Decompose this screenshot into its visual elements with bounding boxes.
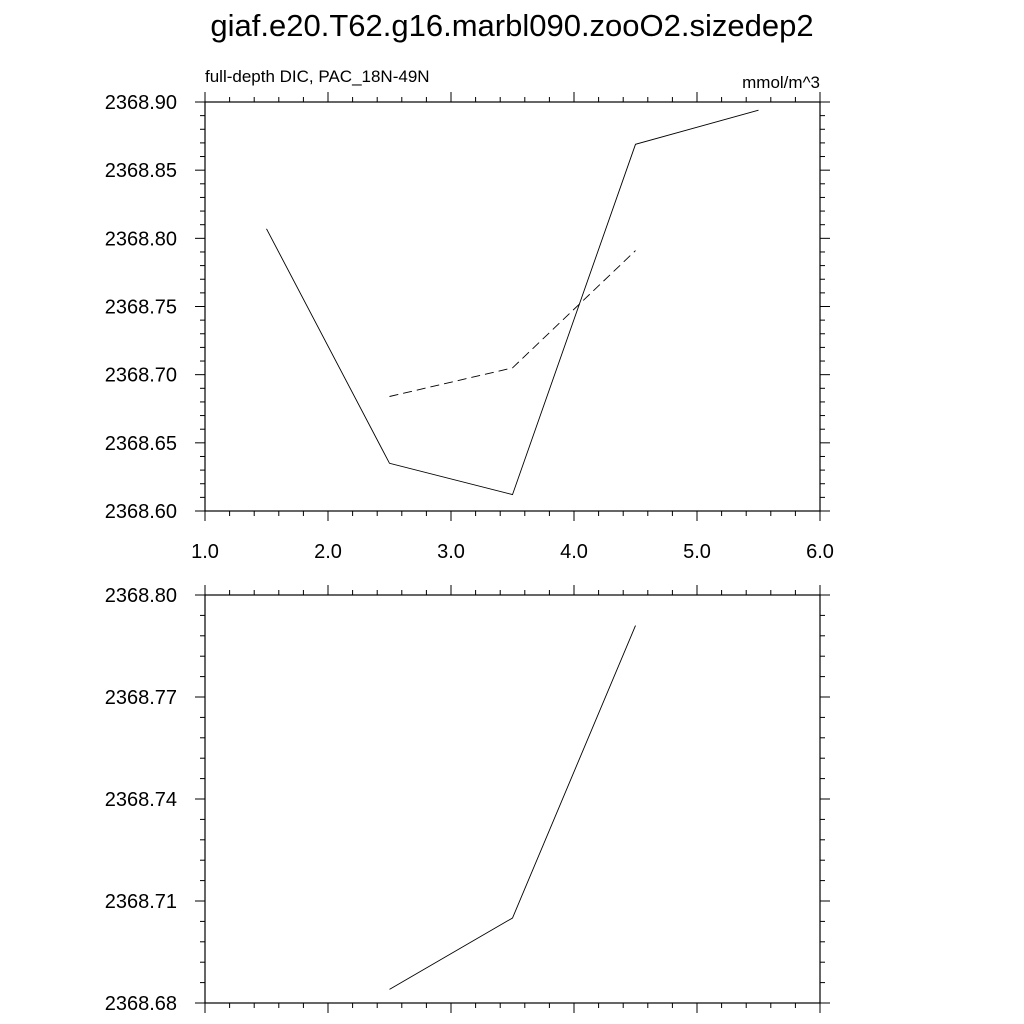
y-tick-label: 2368.74 — [105, 789, 177, 811]
series-line-dashed — [389, 250, 636, 397]
y-tick-label: 2368.70 — [105, 365, 177, 387]
series-line-solid — [389, 625, 636, 990]
y-tick-label: 2368.65 — [105, 433, 177, 455]
panel-right-label: mmol/m^3 — [742, 73, 820, 92]
x-tick-label: 1.0 — [191, 541, 219, 563]
y-tick-label: 2368.77 — [105, 687, 177, 709]
y-tick-label: 2368.60 — [105, 501, 177, 523]
plot-frame — [204, 101, 821, 512]
y-tick-label: 2368.80 — [105, 585, 177, 607]
top-panel: 2368.90 2368.85 2368.80 2368.75 2368.70 2368.… — [105, 67, 834, 563]
y-tick-label: 2368.75 — [105, 297, 177, 319]
y-tick-label: 2368.80 — [105, 228, 177, 250]
y-tick-label: 2368.85 — [105, 160, 177, 182]
bottom-panel: 2368.80 2368.77 2368.74 2368.71 2368.68 — [105, 585, 830, 1015]
page-title: giaf.e20.T62.g16.marbl090.zooO2.sizedep2 — [210, 8, 814, 43]
series-line-solid — [266, 109, 759, 496]
y-tick-label: 2368.90 — [105, 92, 177, 114]
x-tick-label: 4.0 — [560, 541, 588, 563]
x-tick-label: 2.0 — [314, 541, 342, 563]
plot-frame — [204, 594, 821, 1004]
x-tick-label: 3.0 — [437, 541, 465, 563]
y-tick-label: 2368.71 — [105, 891, 177, 913]
y-tick-label: 2368.68 — [105, 993, 177, 1015]
x-tick-label: 6.0 — [806, 541, 834, 563]
x-tick-label: 5.0 — [683, 541, 711, 563]
panel-left-label: full-depth DIC, PAC_18N-49N — [205, 67, 430, 86]
